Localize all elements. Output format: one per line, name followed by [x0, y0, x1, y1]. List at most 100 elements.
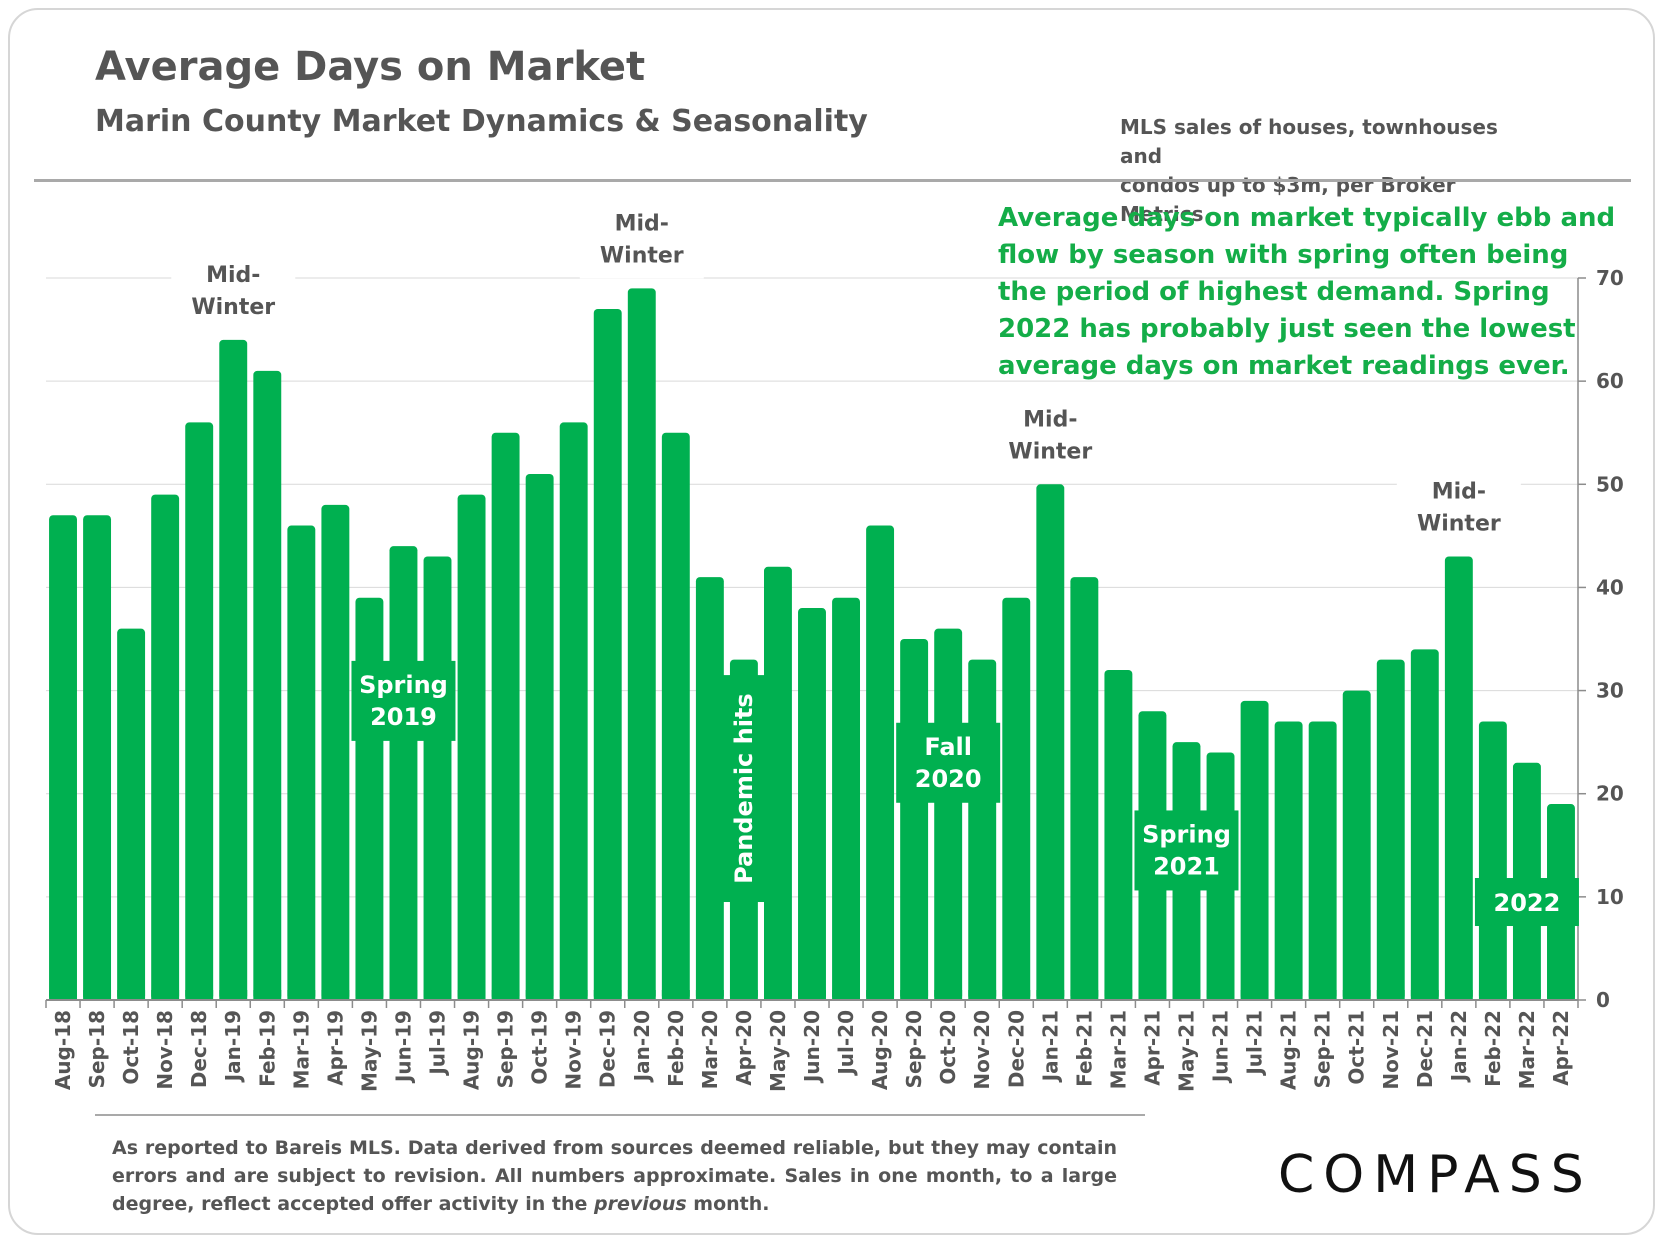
- annotation-label-line-2: Winter: [600, 243, 684, 268]
- bar: [1410, 649, 1439, 1000]
- x-tick-label: Jan-20: [630, 1010, 654, 1083]
- x-tick-label: Aug-20: [868, 1010, 892, 1090]
- x-tick-label: Feb-20: [664, 1010, 688, 1087]
- x-tick-label: May-20: [766, 1010, 790, 1092]
- bar: [525, 473, 554, 1000]
- source-note: MLS sales of houses, townhouses and cond…: [1120, 113, 1520, 229]
- bar: [83, 515, 112, 1000]
- annotation-label-line-2: Winter: [1008, 439, 1092, 464]
- bar: [763, 566, 792, 1000]
- x-tick-label: Apr-20: [732, 1010, 756, 1086]
- annotation-label-line-1: Mid-: [615, 211, 669, 236]
- bar: [49, 515, 77, 1000]
- bar-base: [1512, 990, 1541, 1000]
- bar: [1036, 484, 1065, 1000]
- bar: [832, 597, 861, 1000]
- annotation-label-line-1: Mid-: [1432, 479, 1486, 504]
- x-tick-label: Mar-19: [289, 1010, 313, 1089]
- x-tick-label: Oct-20: [936, 1010, 960, 1085]
- commentary-text: Average days on market typically ebb and…: [998, 200, 1616, 385]
- callout-background: [721, 675, 766, 903]
- footnote-italic: previous: [594, 1193, 687, 1215]
- annotation-label-line-2: Winter: [1417, 511, 1501, 536]
- x-tick-label: Feb-19: [255, 1010, 279, 1087]
- bar-base: [832, 990, 861, 1000]
- y-tick-label: 60: [1596, 369, 1624, 393]
- annotation-background: [171, 251, 296, 330]
- bar: [1104, 669, 1133, 1000]
- bar-base: [1172, 990, 1201, 1000]
- x-tick-label: Jan-21: [1038, 1010, 1062, 1083]
- bar-base: [1547, 990, 1575, 1000]
- commentary-line-1: Average days on market typically ebb and: [998, 203, 1616, 233]
- callout-background: [896, 722, 1001, 803]
- bar: [1002, 597, 1031, 1000]
- y-tick-label: 50: [1596, 472, 1624, 496]
- bar-base: [185, 990, 214, 1000]
- x-tick-label: Aug-19: [460, 1010, 484, 1090]
- bar: [968, 659, 997, 1000]
- footnote-text-1: As reported to Bareis MLS. Data derived …: [112, 1137, 1117, 1215]
- bar-base: [593, 990, 622, 1000]
- x-tick-label: Jun-20: [800, 1010, 824, 1084]
- x-tick-label: Sep-18: [85, 1010, 109, 1088]
- x-tick-label: Jun-19: [391, 1010, 415, 1084]
- x-tick-label: May-19: [357, 1010, 381, 1092]
- bar-base: [151, 990, 180, 1000]
- bar-base: [253, 990, 282, 1000]
- x-tick-label: Apr-22: [1549, 1010, 1573, 1086]
- y-tick-label: 10: [1596, 885, 1624, 909]
- callout-background: [351, 660, 456, 741]
- annotation-background: [579, 200, 704, 279]
- bar: [457, 494, 486, 1000]
- slide-frame: [8, 8, 1655, 1235]
- bar: [219, 339, 248, 1000]
- callout-label-vertical: Pandemic hits: [730, 693, 758, 884]
- x-tick-label: Jul-20: [834, 1010, 858, 1077]
- bar-base: [900, 990, 929, 1000]
- bar: [798, 608, 826, 1000]
- footer-divider: [95, 1114, 1145, 1116]
- bar: [253, 370, 282, 1000]
- x-tick-label: Feb-21: [1072, 1010, 1096, 1087]
- x-tick-label: Oct-19: [528, 1010, 552, 1085]
- x-tick-label: Apr-19: [323, 1010, 347, 1086]
- x-tick-label: Nov-21: [1379, 1010, 1403, 1090]
- x-tick-label: Dec-19: [596, 1010, 620, 1088]
- bar: [661, 432, 690, 1000]
- bar-base: [1342, 990, 1371, 1000]
- bar-base: [1308, 990, 1337, 1000]
- x-tick-label: Sep-19: [494, 1010, 518, 1088]
- x-tick-label: Mar-20: [698, 1010, 722, 1089]
- commentary-line-3: the period of highest demand. Spring: [998, 277, 1550, 307]
- x-tick-label: Mar-22: [1515, 1010, 1539, 1089]
- x-tick-label: Dec-20: [1004, 1010, 1028, 1088]
- bar: [900, 639, 929, 1000]
- bar-base: [389, 990, 418, 1000]
- bar: [934, 628, 963, 1000]
- y-tick-label: 30: [1596, 679, 1624, 703]
- commentary-line-5: average days on market readings ever.: [998, 351, 1570, 381]
- compass-logo: COMPASS: [1278, 1145, 1593, 1205]
- x-tick-label: May-21: [1174, 1010, 1198, 1092]
- annotation-background: [988, 396, 1113, 475]
- bar-base: [968, 990, 997, 1000]
- bar-base: [1206, 990, 1235, 1000]
- bar-base: [627, 990, 656, 1000]
- bar-base: [1478, 990, 1507, 1000]
- commentary-line-4: 2022 has probably just seen the lowest: [998, 314, 1576, 344]
- bar: [355, 597, 384, 1000]
- x-tick-label: Sep-20: [902, 1010, 926, 1088]
- x-tick-label: Nov-19: [562, 1010, 586, 1090]
- bar-base: [1410, 990, 1439, 1000]
- bar-base: [934, 990, 963, 1000]
- callout-label-line-2: 2019: [370, 703, 437, 731]
- annotation-label-line-1: Mid-: [1023, 407, 1077, 432]
- annotation-label-line-1: Mid-: [206, 263, 260, 288]
- bar-base: [117, 990, 146, 1000]
- source-note-line-1: MLS sales of houses, townhouses and: [1120, 115, 1498, 168]
- bar-base: [287, 990, 316, 1000]
- chart-subtitle: Marin County Market Dynamics & Seasonali…: [95, 104, 868, 139]
- bar-base: [1070, 990, 1099, 1000]
